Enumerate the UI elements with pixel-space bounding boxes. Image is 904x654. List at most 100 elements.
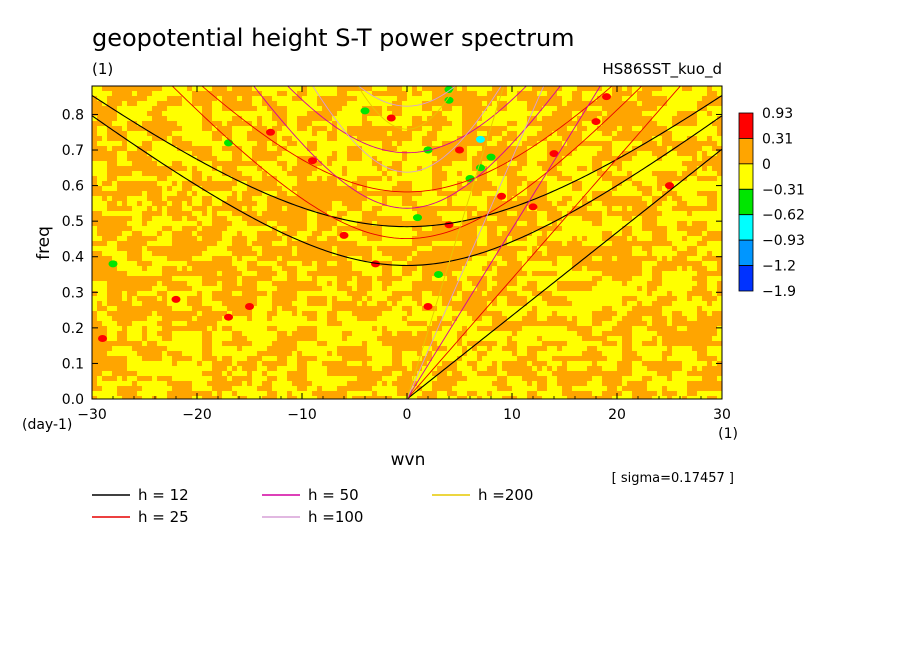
power-cell xyxy=(402,266,408,272)
power-cell xyxy=(127,271,133,277)
power-cell xyxy=(632,96,638,102)
power-cell xyxy=(182,111,188,117)
power-cell xyxy=(497,161,503,167)
power-cell xyxy=(222,206,228,212)
power-cell xyxy=(212,201,218,207)
power-cell xyxy=(427,91,433,97)
power-cell xyxy=(557,156,563,162)
power-cell xyxy=(682,126,688,132)
power-cell xyxy=(147,206,153,212)
power-cell xyxy=(262,186,268,192)
power-cell xyxy=(292,186,298,192)
power-cell xyxy=(577,231,583,237)
power-cell xyxy=(197,226,203,232)
power-cell xyxy=(472,196,478,202)
power-cell xyxy=(367,116,373,122)
power-cell xyxy=(362,101,368,107)
power-cell xyxy=(417,106,423,112)
power-cell xyxy=(652,116,658,122)
power-cell xyxy=(352,241,358,247)
power-cell xyxy=(667,236,673,242)
power-cell xyxy=(622,231,628,237)
power-cell xyxy=(587,176,593,182)
power-cell xyxy=(437,216,443,222)
power-cell xyxy=(542,241,548,247)
power-cell xyxy=(372,206,378,212)
power-cell xyxy=(267,141,273,147)
power-cell xyxy=(317,216,323,222)
power-cell xyxy=(577,131,583,137)
power-cell xyxy=(522,271,528,277)
power-cell xyxy=(372,211,378,217)
power-cell xyxy=(627,91,633,97)
power-cell xyxy=(372,256,378,262)
power-cell xyxy=(282,251,288,257)
power-cell xyxy=(332,236,338,242)
power-cell xyxy=(447,231,453,237)
power-cell xyxy=(212,276,218,282)
power-cell xyxy=(92,181,98,187)
power-cell xyxy=(617,101,623,107)
power-cell xyxy=(687,146,693,152)
power-cell xyxy=(387,221,393,227)
power-cell xyxy=(467,131,473,137)
power-cell xyxy=(237,261,243,267)
power-cell xyxy=(562,86,568,92)
power-cell xyxy=(647,106,653,112)
power-cell xyxy=(392,206,398,212)
power-cell xyxy=(132,151,138,157)
power-cell xyxy=(712,86,718,92)
power-cell xyxy=(267,221,273,227)
power-cell xyxy=(292,266,298,272)
power-cell xyxy=(257,266,263,272)
power-cell xyxy=(182,231,188,237)
power-cell xyxy=(402,271,408,277)
power-cell xyxy=(217,171,223,177)
power-cell xyxy=(302,236,308,242)
power-cell xyxy=(292,261,298,267)
power-cell xyxy=(242,186,248,192)
power-cell xyxy=(622,246,628,252)
power-cell xyxy=(267,101,273,107)
power-cell xyxy=(522,266,528,272)
power-cell xyxy=(422,226,428,232)
power-cell xyxy=(262,236,268,242)
power-cell xyxy=(287,236,293,242)
power-cell xyxy=(492,176,498,182)
power-cell xyxy=(352,206,358,212)
power-cell xyxy=(567,91,573,97)
power-cell xyxy=(647,126,653,132)
power-cell xyxy=(507,181,513,187)
power-cell xyxy=(202,281,208,287)
power-cell xyxy=(382,126,388,132)
power-cell xyxy=(542,111,548,117)
power-cell xyxy=(397,151,403,157)
power-cell xyxy=(587,136,593,142)
power-cell xyxy=(237,106,243,112)
power-cell xyxy=(482,111,488,117)
power-cell xyxy=(442,276,448,282)
power-cell xyxy=(707,161,713,167)
power-cell xyxy=(587,216,593,222)
power-cell xyxy=(447,251,453,257)
power-cell xyxy=(642,161,648,167)
power-cell xyxy=(467,281,473,287)
power-cell xyxy=(507,196,513,202)
power-cell xyxy=(457,236,463,242)
power-cell xyxy=(627,146,633,152)
power-cell xyxy=(342,171,348,177)
power-cell xyxy=(202,166,208,172)
power-cell xyxy=(677,171,683,177)
power-cell xyxy=(457,151,463,157)
power-cell xyxy=(267,266,273,272)
power-cell xyxy=(662,271,668,277)
power-cell xyxy=(672,86,678,92)
power-cell xyxy=(122,211,128,217)
power-cell xyxy=(537,106,543,112)
power-cell xyxy=(147,126,153,132)
power-cell xyxy=(257,246,263,252)
power-cell xyxy=(217,211,223,217)
power-cell xyxy=(597,276,603,282)
power-cell xyxy=(712,271,718,277)
power-cell xyxy=(477,171,483,177)
